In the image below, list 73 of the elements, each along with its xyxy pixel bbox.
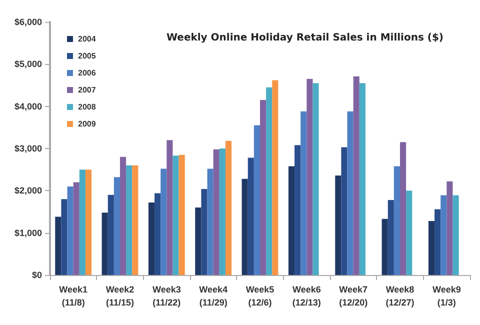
x-tick-label: Week3 (11/22) [152, 284, 181, 308]
bar [172, 156, 179, 275]
bar [160, 168, 167, 275]
bar [73, 182, 80, 275]
bar [225, 140, 232, 275]
bar [406, 190, 412, 275]
bar [294, 145, 301, 275]
x-tick-label: Week4 (11/29) [199, 284, 228, 308]
bar [120, 156, 126, 275]
bar [306, 78, 313, 275]
legend-label: 2009 [78, 120, 96, 128]
bar [341, 147, 348, 275]
bar [126, 165, 132, 275]
bar [219, 148, 226, 275]
bar [148, 202, 155, 275]
bar [452, 195, 459, 275]
legend-label: 2008 [78, 102, 96, 112]
x-tick-label: Week6 (12/13) [292, 284, 321, 308]
bar [67, 186, 74, 275]
legend-label: 2005 [78, 52, 96, 60]
y-tick-label: $2,000 [14, 186, 42, 196]
bar [394, 166, 400, 275]
bar [114, 177, 120, 275]
x-tick-label: Week8 (12/27) [386, 284, 414, 308]
bar [353, 76, 360, 275]
y-tick-label: $6,000 [14, 17, 42, 27]
x-tick-label: Week5 (12/6) [246, 284, 274, 308]
bar [102, 212, 108, 275]
y-tick-label: $1,000 [14, 228, 42, 238]
legend-label: 2006 [78, 68, 96, 78]
bar [132, 165, 138, 275]
bar [388, 200, 394, 275]
bar [254, 125, 260, 275]
bar [266, 87, 272, 275]
y-tick-label: $0 [32, 270, 42, 280]
bar [288, 166, 295, 275]
bar [440, 195, 447, 275]
bar [55, 216, 62, 275]
bar [166, 140, 173, 275]
bar [242, 178, 248, 275]
bar [178, 154, 185, 275]
bar [428, 221, 435, 275]
bar [154, 193, 161, 275]
bar [347, 111, 354, 275]
legend-label: 2004 [78, 34, 96, 44]
bar [108, 194, 114, 275]
bar [272, 80, 278, 275]
bar [207, 168, 214, 275]
bar [312, 83, 319, 275]
bar [248, 158, 254, 275]
y-tick-label: $5,000 [14, 59, 42, 70]
text: Weekly Online Holiday Retail Sales in Millions ($) [166, 32, 444, 44]
y-tick-label: $4,000 [14, 101, 42, 112]
bar [446, 181, 453, 275]
bar [201, 188, 208, 275]
bar [382, 218, 388, 275]
bar [400, 142, 406, 275]
x-tick-label: Week2 (11/15) [106, 284, 134, 308]
bar [213, 149, 220, 275]
bar [335, 175, 342, 275]
x-tick-label: Week1 (11/8) [59, 284, 88, 308]
bar [260, 100, 266, 275]
bar [359, 83, 366, 275]
bar [434, 209, 441, 275]
bar [61, 199, 68, 275]
bar [85, 170, 92, 275]
bar [79, 170, 86, 275]
bar [300, 111, 307, 275]
x-tick-label: Week9 (1/3) [432, 284, 461, 308]
legend-label: 2007 [78, 86, 96, 94]
x-tick-label: Week7 (12/20) [339, 284, 368, 308]
y-tick-label: $3,000 [14, 144, 42, 154]
bar [195, 208, 202, 275]
